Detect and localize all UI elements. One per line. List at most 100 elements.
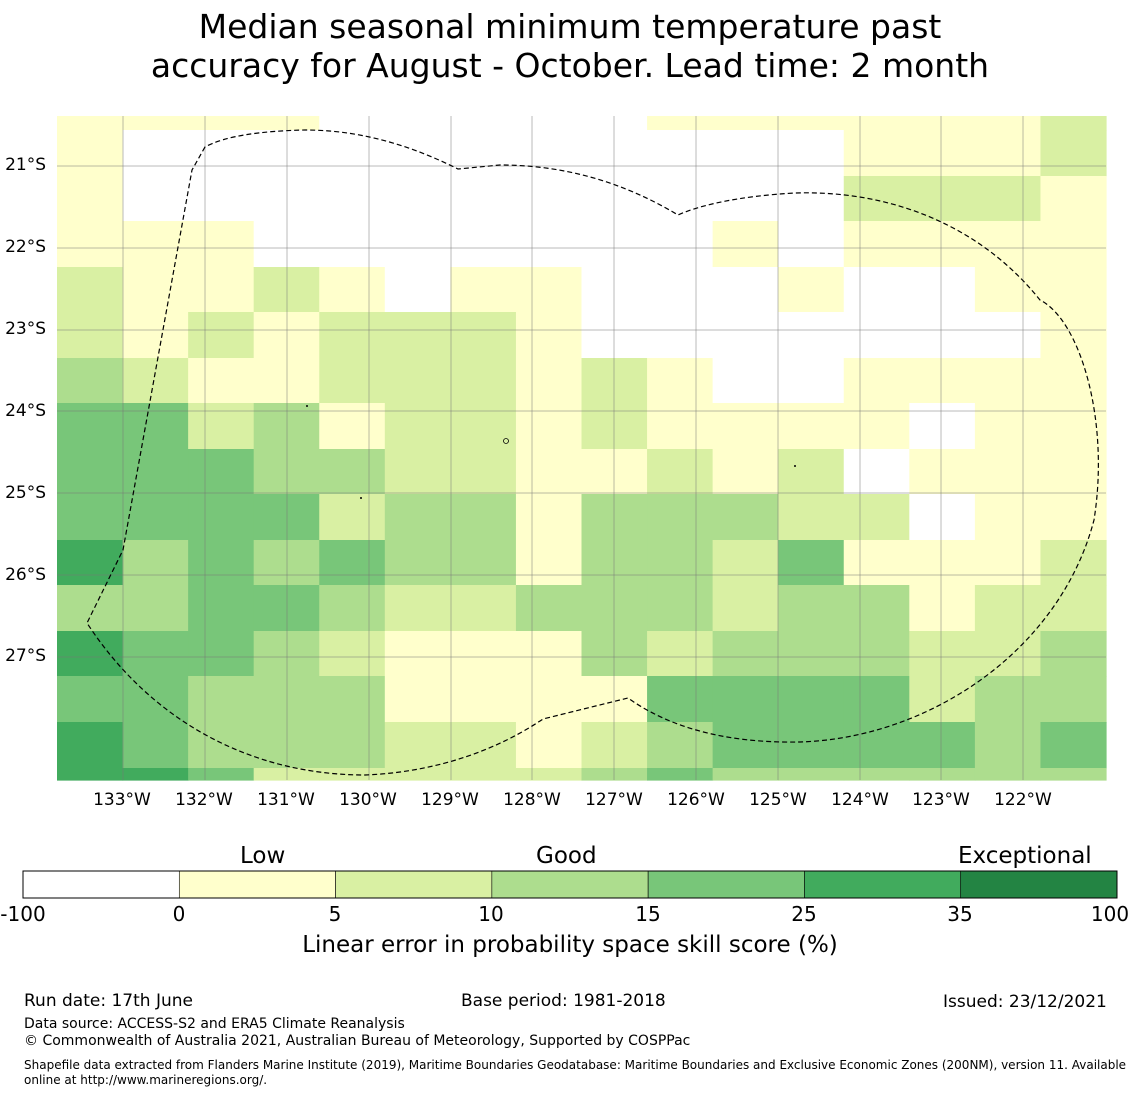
skill-grid-cell [122,540,189,586]
skill-grid-cell [515,116,583,131]
skill-grid-cell [122,267,189,313]
lon-label: 122°W [994,790,1052,810]
skill-grid-cell [384,221,451,268]
skill-grid-cell [778,358,845,404]
skill-grid-cell [909,312,976,359]
skill-grid-cell [974,585,1042,632]
skill-grid-cell [843,116,910,131]
skill-grid-cell [319,312,386,359]
skill-grid-cell [974,676,1042,723]
skill-grid-cell [515,312,583,359]
colorbar-tick: 15 [635,902,661,926]
skill-grid-cell [843,221,910,268]
skill-grid-cell [647,676,714,723]
skill-grid-cell [712,221,779,268]
skill-grid-cell [188,130,255,177]
skill-grid-cell [712,116,779,131]
island-marker [503,438,509,444]
skill-grid-cell [778,768,845,781]
skill-grid-cell [57,403,124,450]
skill-grid-cell [1040,449,1107,495]
skill-grid-cell [384,403,451,450]
skill-grid-cell [909,221,976,268]
skill-grid-cell [122,585,189,632]
skill-grid-cell [188,494,255,541]
issued-date: Issued: 23/12/2021 [943,992,1107,1012]
skill-grid-cell [647,267,714,313]
lat-lon-gridlines [57,116,1106,780]
skill-grid-cell [57,494,124,541]
skill-grid-cell [319,267,386,313]
skill-grid-cell [712,403,779,450]
skill-grid-cell [974,267,1042,313]
skill-grid-cell [450,631,517,677]
skill-grid-cell [909,722,976,769]
colorbar-label: Linear error in probability space skill … [302,932,838,958]
skill-grid-cell [57,130,124,177]
skill-grid-cell [384,312,451,359]
skill-grid-cell [647,221,714,268]
skill-grid-cell [1040,540,1107,586]
map-title-line-2: accuracy for August - October. Lead time… [150,46,990,85]
lat-label: 24°S [5,401,46,421]
skill-grid-cell [319,722,386,769]
colorbar-tick: 100 [1090,902,1130,926]
copyright: © Commonwealth of Australia 2021, Austra… [24,1033,691,1049]
skill-grid-cell [188,116,255,131]
skill-grid-cell [647,768,714,781]
skill-grid-cell [778,494,845,541]
skill-grid-cell [1040,494,1107,541]
skill-grid-cell [778,176,845,222]
skill-grid-cell [974,130,1042,177]
colorbar-tick: 10 [478,902,504,926]
colorbar-tick: -100 [0,902,46,926]
skill-grid-cell [712,358,779,404]
skill-grid-cell [712,494,779,541]
lat-label: 26°S [5,565,46,585]
skill-grid-cell [319,221,386,268]
skill-grid-cell [909,358,976,404]
colorbar-swatch [804,870,962,899]
skill-grid-cell [712,676,779,723]
skill-grid-cell [843,722,910,769]
data-source: Data source: ACCESS-S2 and ERA5 Climate … [24,1016,405,1032]
skill-grid-cell [515,267,583,313]
lon-label: 131°W [257,790,315,810]
skill-grid-cell [581,116,648,131]
colorbar-category-good: Good [536,843,597,869]
skill-grid-cell [647,585,714,632]
lon-label: 123°W [912,790,970,810]
skill-grid-cell [122,722,189,769]
skill-grid-cell [647,631,714,677]
skill-grid-cell [909,540,976,586]
skill-grid-cell [974,176,1042,222]
eez-boundary [86,129,1099,776]
colorbar-swatch [647,870,805,899]
skill-grid-cell [515,722,583,769]
skill-grid-cell [384,358,451,404]
skill-grid-cell [778,267,845,313]
skill-grid-cell [188,221,255,268]
lon-label: 124°W [831,790,889,810]
skill-grid-cell [843,676,910,723]
skill-grid-cell [647,176,714,222]
island-markers [306,405,796,499]
skill-grid-cell [188,267,255,313]
skill-grid-cell [778,585,845,632]
skill-grid-cell [122,358,189,404]
skill-grid-cell [450,267,517,313]
skill-grid-cell [974,768,1042,781]
skill-grid-cell [188,312,255,359]
skill-grid-cell [450,221,517,268]
skill-grid-cell [974,722,1042,769]
skill-grid-cell [909,676,976,723]
skill-grid-cell [909,130,976,177]
island-marker [360,497,362,499]
island-marker [306,405,308,407]
colorbar-swatch [22,870,180,899]
skill-grid-cell [1040,631,1107,677]
skill-grid-cell [712,130,779,177]
skill-grid-cell [1040,267,1107,313]
skill-grid-cell [515,768,583,781]
shapefile-credit: Shapefile data extracted from Flanders M… [24,1058,1127,1087]
